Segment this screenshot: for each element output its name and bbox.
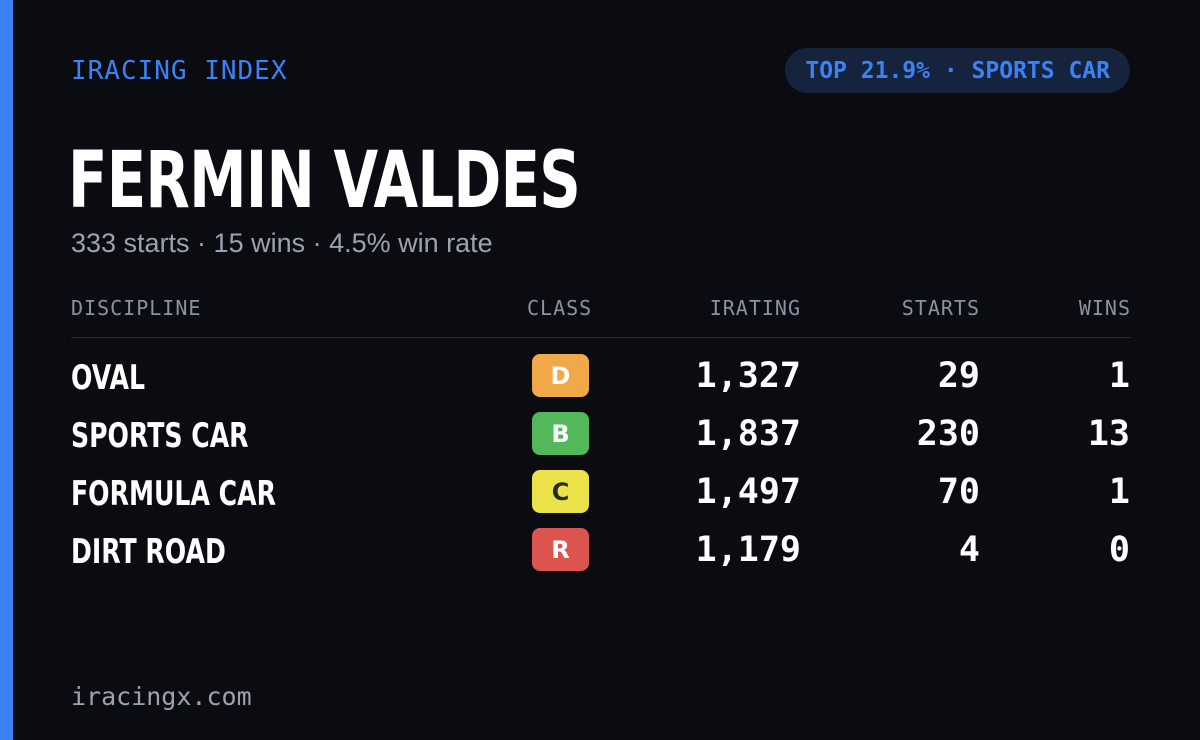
irating-value: 1,497 xyxy=(695,472,801,512)
starts-value: 4 xyxy=(958,530,980,570)
table-row: OVAL D 1,327 29 1 xyxy=(71,354,1131,412)
table-row: FORMULA CAR C 1,497 70 1 xyxy=(71,470,1131,528)
class-letter: R xyxy=(551,535,570,564)
column-header-class: CLASS xyxy=(527,296,593,320)
class-badge: B xyxy=(532,412,589,455)
class-letter: B xyxy=(551,419,570,448)
footer-site[interactable]: iracingx.com xyxy=(71,682,252,711)
driver-summary: 333 starts · 15 wins · 4.5% win rate xyxy=(71,228,493,258)
irating-value: 1,327 xyxy=(695,356,801,396)
table-row: DIRT ROAD R 1,179 4 0 xyxy=(71,528,1131,586)
irating-value: 1,837 xyxy=(695,414,801,454)
discipline-label: FORMULA CAR xyxy=(71,474,276,514)
wins-value: 0 xyxy=(1108,530,1130,570)
rank-badge: TOP 21.9% · SPORTS CAR xyxy=(785,48,1130,93)
column-header-discipline: DISCIPLINE xyxy=(71,296,202,320)
driver-name: FERMIN VALDES xyxy=(68,136,581,226)
table-row: SPORTS CAR B 1,837 230 13 xyxy=(71,412,1131,470)
column-header-wins: WINS xyxy=(1078,296,1131,320)
class-badge: C xyxy=(532,470,589,513)
class-badge: D xyxy=(532,354,589,397)
class-badge: R xyxy=(532,528,589,571)
starts-value: 230 xyxy=(916,414,980,454)
accent-bar xyxy=(0,0,13,740)
wins-value: 13 xyxy=(1087,414,1130,454)
discipline-label: DIRT ROAD xyxy=(71,532,226,572)
wins-value: 1 xyxy=(1108,472,1130,512)
discipline-label: SPORTS CAR xyxy=(71,416,249,456)
column-header-irating: IRATING xyxy=(709,296,801,320)
irating-value: 1,179 xyxy=(695,530,801,570)
column-header-starts: STARTS xyxy=(901,296,980,320)
wins-value: 1 xyxy=(1108,356,1130,396)
class-letter: C xyxy=(551,477,570,506)
brand-title: IRACING INDEX xyxy=(71,56,288,86)
class-letter: D xyxy=(550,361,571,390)
starts-value: 29 xyxy=(937,356,980,396)
starts-value: 70 xyxy=(937,472,980,512)
rank-badge-label: TOP 21.9% · SPORTS CAR xyxy=(805,57,1110,84)
discipline-label: OVAL xyxy=(71,358,145,398)
header-divider xyxy=(71,337,1131,338)
